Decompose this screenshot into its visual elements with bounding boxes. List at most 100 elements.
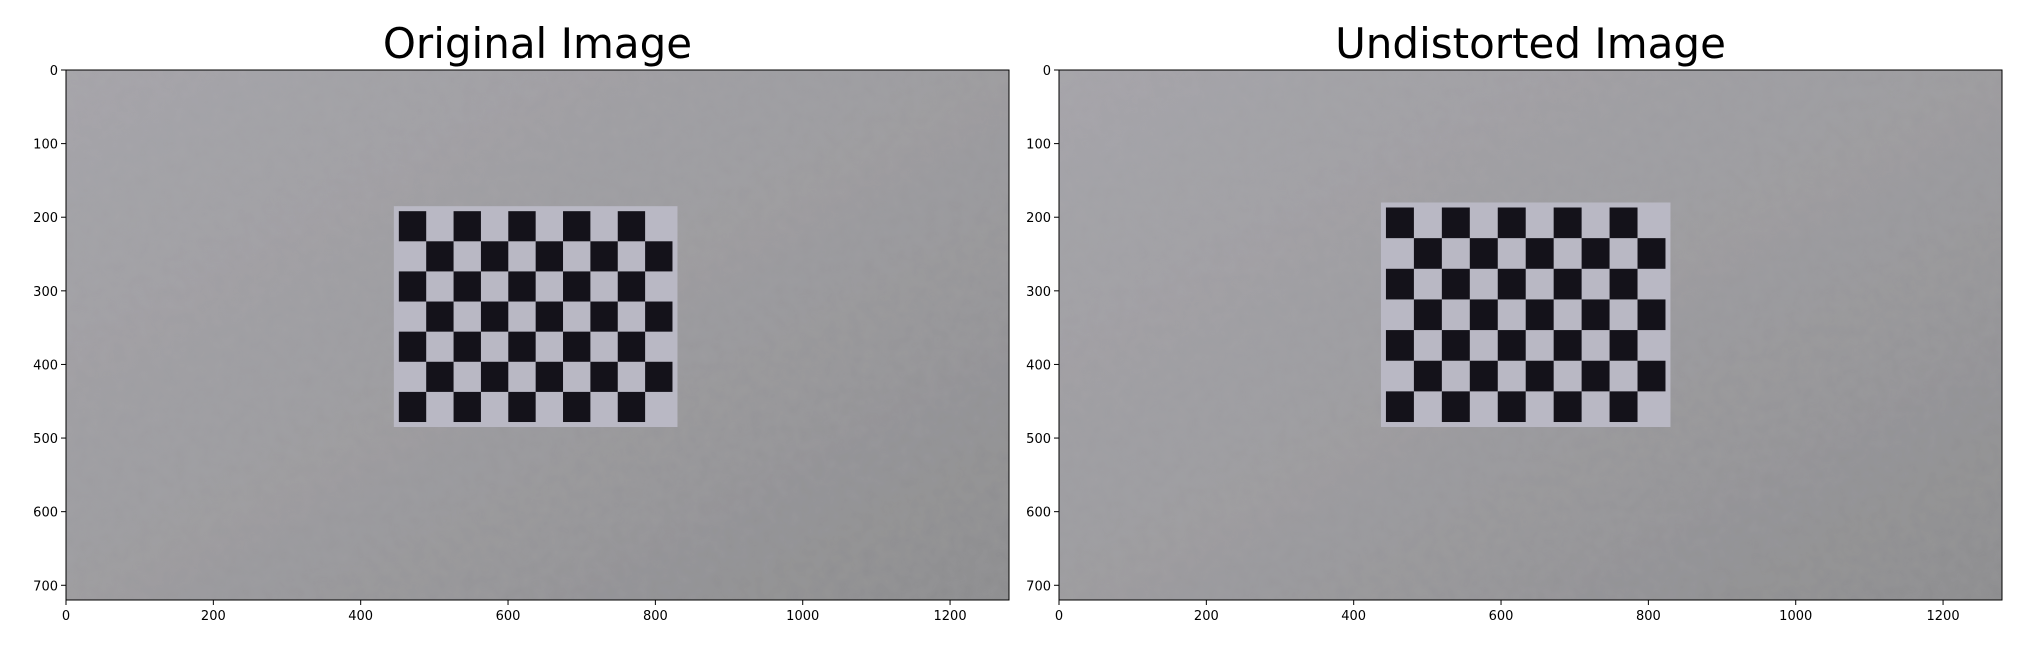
checker-square xyxy=(1525,360,1554,392)
x-tick-label: 800 xyxy=(1636,609,1661,624)
checker-square xyxy=(617,211,646,242)
checker-square xyxy=(1609,268,1638,300)
checker-square xyxy=(617,391,646,423)
checker-square xyxy=(1609,391,1638,423)
checker-square xyxy=(1497,330,1526,361)
x-tick-label: 1000 xyxy=(1779,609,1812,624)
panel-title: Undistorted Image xyxy=(1335,19,1726,68)
checker-square xyxy=(1441,207,1470,239)
checker-square xyxy=(508,391,536,423)
checker-square xyxy=(1469,360,1498,392)
checker-square xyxy=(535,301,564,332)
checker-square xyxy=(1413,238,1442,269)
checker-square xyxy=(617,271,646,302)
checker-square xyxy=(645,301,673,332)
checker-square xyxy=(426,301,454,332)
undistorted-image-panel: Undistorted Image 0 200 400 600 800 1000 1200 0 1… xyxy=(1026,19,2003,624)
x-tick-label: 400 xyxy=(1341,609,1366,624)
checker-square xyxy=(1385,330,1414,361)
checker-square xyxy=(1581,299,1610,331)
checker-square xyxy=(1385,391,1414,423)
checker-square xyxy=(1413,299,1442,331)
y-tick-label: 100 xyxy=(1026,138,1051,153)
y-tick-label: 400 xyxy=(1026,358,1051,373)
y-tick-label: 200 xyxy=(1026,211,1051,226)
checker-square xyxy=(1553,207,1582,239)
checker-square xyxy=(1553,330,1582,361)
checker-square xyxy=(508,271,536,302)
x-tick-label: 200 xyxy=(1194,609,1219,624)
checker-square xyxy=(480,241,509,272)
checker-square xyxy=(426,361,454,392)
checker-square xyxy=(1637,360,1666,392)
checker-square xyxy=(1497,207,1526,239)
checker-square xyxy=(1581,238,1610,269)
checker-square xyxy=(1637,299,1666,331)
checker-square xyxy=(590,301,618,332)
checker-square xyxy=(398,271,427,302)
y-tick-label: 0 xyxy=(50,64,58,79)
checker-square xyxy=(1497,391,1526,423)
checker-square xyxy=(1525,299,1554,331)
checker-square xyxy=(1413,360,1442,392)
y-tick-label: 200 xyxy=(33,211,58,226)
checker-square xyxy=(508,331,536,362)
y-tick-label: 0 xyxy=(1043,64,1051,79)
x-tick-label: 1200 xyxy=(1927,609,1960,624)
checker-square xyxy=(1441,268,1470,300)
checker-square xyxy=(1469,238,1498,269)
checker-square xyxy=(1637,238,1666,269)
checker-square xyxy=(508,211,536,242)
checker-square xyxy=(590,361,618,392)
x-tick-label: 400 xyxy=(348,609,373,624)
y-tick-label: 400 xyxy=(33,358,58,373)
y-tick-label: 700 xyxy=(1026,579,1051,594)
y-tick-label: 500 xyxy=(1026,432,1051,447)
checker-square xyxy=(1497,268,1526,300)
x-tick-label: 200 xyxy=(201,609,226,624)
checker-square xyxy=(453,211,481,242)
checker-square xyxy=(563,271,591,302)
y-tick-label: 300 xyxy=(33,285,58,300)
checker-square xyxy=(1469,299,1498,331)
checker-square xyxy=(535,361,564,392)
y-tick-label: 600 xyxy=(33,506,58,521)
checker-square xyxy=(1553,268,1582,300)
checker-square xyxy=(480,361,509,392)
y-tick-label: 300 xyxy=(1026,285,1051,300)
checker-square xyxy=(453,271,481,302)
checker-square xyxy=(426,241,454,272)
original-image-panel: Original Image 0 200 400 600 800 1000 1200 0 100 2… xyxy=(33,19,1010,624)
checker-square xyxy=(453,331,481,362)
checker-square xyxy=(1525,238,1554,269)
checker-square xyxy=(398,211,427,242)
checker-square xyxy=(645,241,673,272)
checker-square xyxy=(1609,330,1638,361)
checker-square xyxy=(617,331,646,362)
x-tick-label: 600 xyxy=(496,609,521,624)
checker-square xyxy=(1441,391,1470,423)
x-tick-label: 0 xyxy=(1055,609,1063,624)
checker-square xyxy=(480,301,509,332)
checker-square xyxy=(645,361,673,392)
checker-square xyxy=(453,391,481,423)
y-tick-label: 700 xyxy=(33,579,58,594)
panel-title: Original Image xyxy=(383,19,692,68)
checker-square xyxy=(563,211,591,242)
x-tick-label: 1000 xyxy=(786,609,819,624)
checker-square xyxy=(1385,268,1414,300)
y-tick-label: 500 xyxy=(33,432,58,447)
x-tick-label: 600 xyxy=(1489,609,1514,624)
checker-square xyxy=(563,331,591,362)
y-tick-label: 600 xyxy=(1026,506,1051,521)
checker-square xyxy=(398,391,427,423)
x-tick-label: 1200 xyxy=(934,609,967,624)
checker-square xyxy=(1609,207,1638,239)
checker-square xyxy=(563,391,591,423)
y-tick-label: 100 xyxy=(33,138,58,153)
x-tick-label: 800 xyxy=(643,609,668,624)
checker-square xyxy=(590,241,618,272)
checker-square xyxy=(1385,207,1414,239)
checker-square xyxy=(535,241,564,272)
